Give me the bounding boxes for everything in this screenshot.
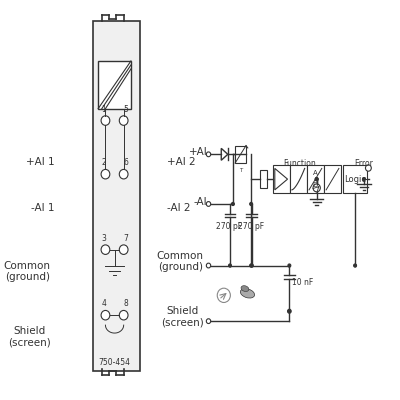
Circle shape [206, 263, 211, 268]
Text: A: A [313, 170, 318, 176]
Circle shape [288, 309, 291, 313]
Text: Error: Error [354, 159, 373, 168]
Bar [235, 146, 246, 163]
Ellipse shape [241, 286, 249, 292]
Text: Shield
(screen): Shield (screen) [161, 306, 204, 328]
Text: 750-454: 750-454 [98, 358, 130, 367]
Text: 6: 6 [123, 158, 128, 168]
Text: 5: 5 [123, 105, 128, 114]
Text: 8: 8 [123, 300, 128, 308]
Bar [273, 165, 290, 193]
Circle shape [288, 264, 291, 267]
Circle shape [250, 264, 252, 267]
Circle shape [250, 264, 253, 267]
Text: 1: 1 [101, 105, 106, 114]
Circle shape [119, 116, 128, 125]
Text: T: T [239, 168, 242, 173]
Bar [307, 165, 324, 193]
Circle shape [119, 245, 128, 254]
Text: 2: 2 [101, 158, 106, 168]
Text: D: D [313, 182, 318, 188]
Text: +AI 2: +AI 2 [167, 157, 196, 167]
Ellipse shape [240, 289, 254, 298]
Circle shape [101, 116, 110, 125]
Circle shape [119, 310, 128, 320]
Circle shape [101, 170, 110, 179]
Text: Shield
(screen): Shield (screen) [8, 326, 51, 348]
Circle shape [250, 202, 252, 206]
Circle shape [313, 184, 320, 192]
Text: -AI 2: -AI 2 [167, 203, 191, 213]
Circle shape [206, 319, 211, 324]
Circle shape [101, 310, 110, 320]
Circle shape [206, 152, 211, 157]
Circle shape [232, 202, 234, 206]
Circle shape [101, 245, 110, 254]
Text: -AI 1: -AI 1 [31, 203, 54, 213]
Circle shape [354, 264, 356, 267]
Text: Common
(ground): Common (ground) [157, 251, 204, 272]
Text: -AI: -AI [194, 197, 208, 207]
Circle shape [362, 178, 366, 181]
Text: +AI 1: +AI 1 [26, 157, 54, 167]
Bar [260, 170, 267, 188]
Circle shape [366, 165, 371, 171]
Text: 10 nF: 10 nF [292, 278, 314, 287]
Circle shape [315, 178, 318, 181]
Text: Function: Function [283, 159, 316, 168]
Text: 270 pF: 270 pF [238, 222, 264, 231]
Text: 270 pF: 270 pF [216, 222, 242, 231]
Bar [324, 165, 341, 193]
Bar [343, 165, 367, 193]
Text: Logic: Logic [344, 175, 366, 184]
Bar [98, 61, 131, 109]
Text: 4: 4 [101, 300, 106, 308]
Text: 3: 3 [101, 234, 106, 243]
Bar [290, 165, 307, 193]
Text: 7: 7 [123, 234, 128, 243]
Circle shape [206, 202, 211, 206]
Circle shape [119, 170, 128, 179]
Text: Common
(ground): Common (ground) [4, 261, 51, 282]
Bar [93, 21, 140, 371]
Circle shape [228, 264, 232, 267]
Text: +AI: +AI [189, 147, 208, 157]
Circle shape [315, 178, 318, 181]
